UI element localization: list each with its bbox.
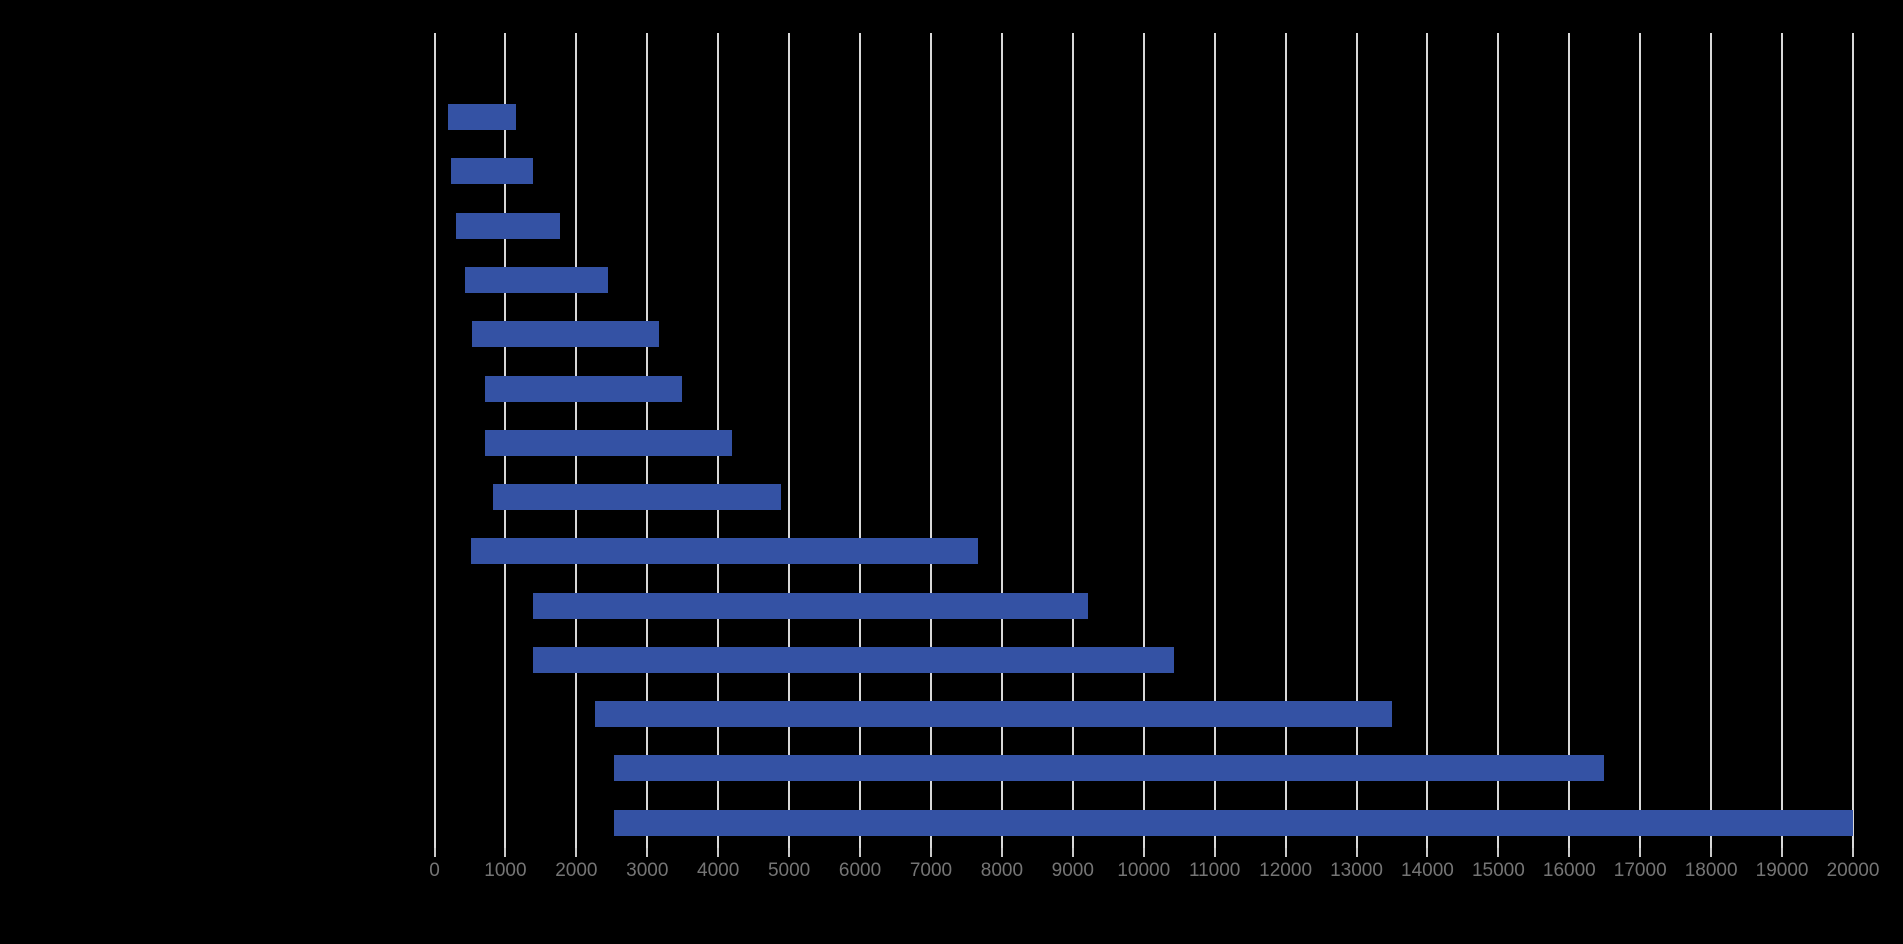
vertical-gridline: [1142, 33, 1145, 848]
vertical-gridline: [1639, 33, 1642, 848]
x-axis-tick-label: 7000: [909, 860, 953, 881]
x-axis-tick-mark: [1710, 848, 1713, 857]
vertical-gridline: [1781, 33, 1784, 848]
range-bar: [533, 592, 1089, 619]
x-axis-tick-label: 10000: [1117, 860, 1171, 881]
x-axis-tick-mark: [646, 848, 649, 857]
x-axis-tick-mark: [1781, 848, 1784, 857]
x-axis-tick-mark: [504, 848, 507, 857]
vertical-gridline: [1213, 33, 1216, 848]
x-axis-tick-mark: [1639, 848, 1642, 857]
range-bar: [451, 158, 534, 185]
x-axis-tick-label: 4000: [697, 860, 740, 881]
vertical-gridline: [1852, 33, 1854, 848]
vertical-gridline: [1355, 33, 1358, 848]
range-bar: [464, 266, 608, 293]
vertical-gridline: [859, 33, 862, 848]
vertical-gridline: [929, 33, 932, 848]
range-bar: [471, 321, 659, 348]
x-axis-tick-label: 19000: [1755, 860, 1809, 881]
range-bar: [485, 375, 683, 402]
vertical-gridline: [1426, 33, 1429, 848]
vertical-gridline: [1497, 33, 1500, 848]
vertical-gridline: [1000, 33, 1003, 848]
x-axis-tick-label: 3000: [626, 860, 669, 881]
x-axis-tick-mark: [1426, 848, 1429, 857]
x-axis-tick-label: 0: [429, 860, 440, 881]
x-axis-tick-mark: [433, 848, 436, 857]
x-axis-tick-mark: [1497, 848, 1500, 857]
range-bar: [594, 701, 1392, 728]
x-axis-tick-mark: [1284, 848, 1287, 857]
x-axis-tick-mark: [1071, 848, 1074, 857]
x-axis-tick-mark: [1000, 848, 1003, 857]
range-bar: [485, 429, 733, 456]
x-axis-tick-mark: [1213, 848, 1216, 857]
vertical-gridline: [1568, 33, 1571, 848]
x-axis-tick-label: 16000: [1542, 860, 1596, 881]
x-axis-tick-mark: [929, 848, 932, 857]
x-axis-tick-label: 13000: [1330, 860, 1383, 881]
vertical-gridline: [1071, 33, 1074, 848]
vertical-gridline: [1284, 33, 1287, 848]
x-axis-tick-label: 2000: [555, 860, 598, 881]
x-axis-tick-mark: [1852, 848, 1854, 857]
vertical-gridline: [1710, 33, 1713, 848]
range-bar: [492, 484, 781, 511]
x-axis-tick-mark: [1355, 848, 1358, 857]
x-axis-tick-mark: [788, 848, 791, 857]
range-bar: [471, 538, 978, 565]
range-bar: [533, 646, 1175, 673]
x-axis-tick-mark: [859, 848, 862, 857]
range-bar: [613, 809, 1853, 836]
x-axis-tick-mark: [717, 848, 720, 857]
x-axis-tick-label: 12000: [1259, 860, 1313, 881]
x-axis-tick-mark: [575, 848, 578, 857]
x-axis-tick-label: 9000: [1051, 860, 1094, 881]
x-axis-tick-label: 14000: [1401, 860, 1454, 881]
x-axis-tick-label: 15000: [1471, 860, 1525, 881]
vertical-gridline: [433, 33, 436, 848]
x-axis-tick-label: 11000: [1188, 860, 1241, 881]
x-axis-tick-label: 18000: [1684, 860, 1738, 881]
range-bar: [447, 104, 517, 131]
range-bar: [455, 212, 561, 239]
x-axis-tick-label: 1000: [484, 860, 527, 881]
range-bar: [613, 755, 1605, 782]
x-axis-tick-label: 20000: [1826, 860, 1880, 881]
vertical-gridline: [788, 33, 791, 848]
x-axis-tick-label: 6000: [838, 860, 882, 881]
x-axis-tick-label: 5000: [767, 860, 811, 881]
x-axis-tick-label: 8000: [980, 860, 1024, 881]
x-axis-tick-mark: [1568, 848, 1571, 857]
x-axis-tick-label: 17000: [1613, 860, 1667, 881]
x-axis-tick-mark: [1142, 848, 1145, 857]
